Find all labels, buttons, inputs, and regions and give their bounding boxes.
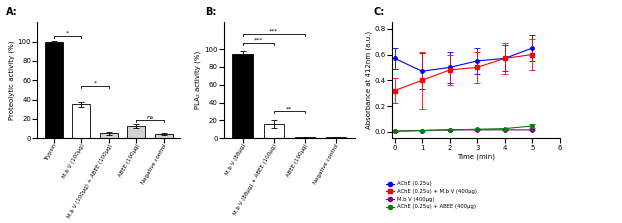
X-axis label: Time (min): Time (min) [457,153,495,160]
Bar [100,133,118,138]
Text: **: ** [286,106,292,111]
Bar [45,42,63,138]
Text: ns: ns [147,115,154,120]
Text: B:: B: [205,7,216,17]
Bar [155,134,173,138]
Bar [326,137,346,138]
Text: ***: *** [269,29,279,33]
Bar [72,104,90,138]
Bar [128,126,146,138]
Legend: AChE (0.25u), AChE (0.25u) + M.b V (400µg), M.b V (400µg), AChE (0.25u) + ABEE (: AChE (0.25u), AChE (0.25u) + M.b V (400µ… [386,182,476,209]
Y-axis label: Absorbance at 412nm (a.u.): Absorbance at 412nm (a.u.) [365,31,371,129]
Text: C:: C: [373,7,384,17]
Text: *: * [66,30,69,35]
Bar [295,137,315,138]
Text: A:: A: [6,7,18,17]
Text: *: * [93,81,96,86]
Text: ***: *** [253,37,263,42]
Y-axis label: PLA₂ activity (%): PLA₂ activity (%) [195,51,202,109]
Bar [264,124,284,138]
Y-axis label: Proteolytic activity (%): Proteolytic activity (%) [8,41,15,120]
Bar [233,54,253,138]
